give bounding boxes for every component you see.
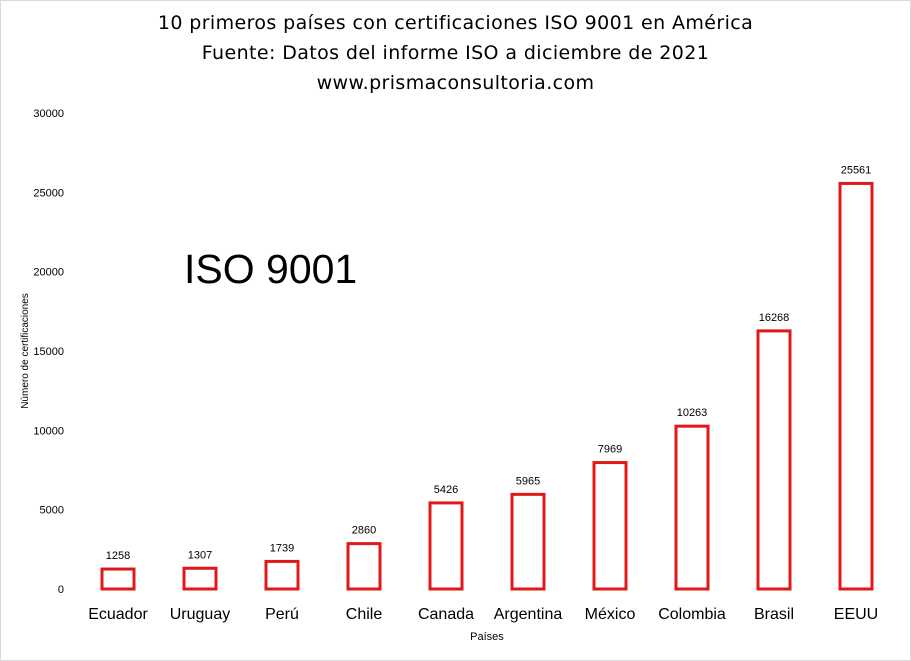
bar-value-label: 10263 <box>677 407 708 419</box>
bar <box>510 492 546 591</box>
bar <box>182 566 218 591</box>
bar-value-label: 5426 <box>434 484 458 496</box>
x-tick-label: Brasil <box>754 606 794 623</box>
x-axis-label: Países <box>470 631 504 643</box>
x-tick-label: Canada <box>418 606 474 623</box>
chart-annotation: ISO 9001 <box>184 246 358 292</box>
x-tick-label: Uruguay <box>170 606 230 623</box>
y-tick-label: 15000 <box>33 346 64 358</box>
bar <box>674 424 710 591</box>
bar <box>592 461 628 591</box>
bar-value-label: 16268 <box>759 312 790 324</box>
chart-subtitle: Fuente: Datos del informe ISO a diciembr… <box>201 42 710 64</box>
bar-value-label: 1739 <box>270 542 294 554</box>
bar-value-label: 7969 <box>598 444 622 456</box>
bar <box>100 567 136 591</box>
y-tick-label: 25000 <box>33 187 64 199</box>
bar-value-label: 1307 <box>188 549 212 561</box>
x-tick-label: México <box>585 606 636 623</box>
x-tick-label: Perú <box>265 606 299 623</box>
y-tick-label: 5000 <box>40 505 64 517</box>
y-tick-label: 0 <box>58 584 64 596</box>
bar <box>346 542 382 591</box>
bar-value-label: 2860 <box>352 525 376 537</box>
x-tick-label: EEUU <box>834 606 878 623</box>
x-tick-label: Chile <box>346 606 383 623</box>
x-tick-label: Colombia <box>658 606 726 623</box>
y-tick-label: 20000 <box>33 267 64 279</box>
y-axis-label: Número de certificaciones <box>20 293 31 409</box>
x-tick-label: Argentina <box>494 606 563 623</box>
bar <box>264 559 300 591</box>
bar <box>838 181 874 591</box>
bar-value-label: 25561 <box>841 164 872 176</box>
y-tick-label: 30000 <box>33 108 64 120</box>
chart-title: 10 primeros países con certificaciones I… <box>157 12 754 34</box>
bar <box>428 501 464 591</box>
bar-value-label: 5965 <box>516 475 540 487</box>
bar-value-label: 1258 <box>106 550 130 562</box>
x-tick-label: Ecuador <box>88 606 148 623</box>
y-tick-label: 10000 <box>33 425 64 437</box>
bar <box>756 329 792 591</box>
chart-website: www.prismaconsultoria.com <box>316 72 595 94</box>
